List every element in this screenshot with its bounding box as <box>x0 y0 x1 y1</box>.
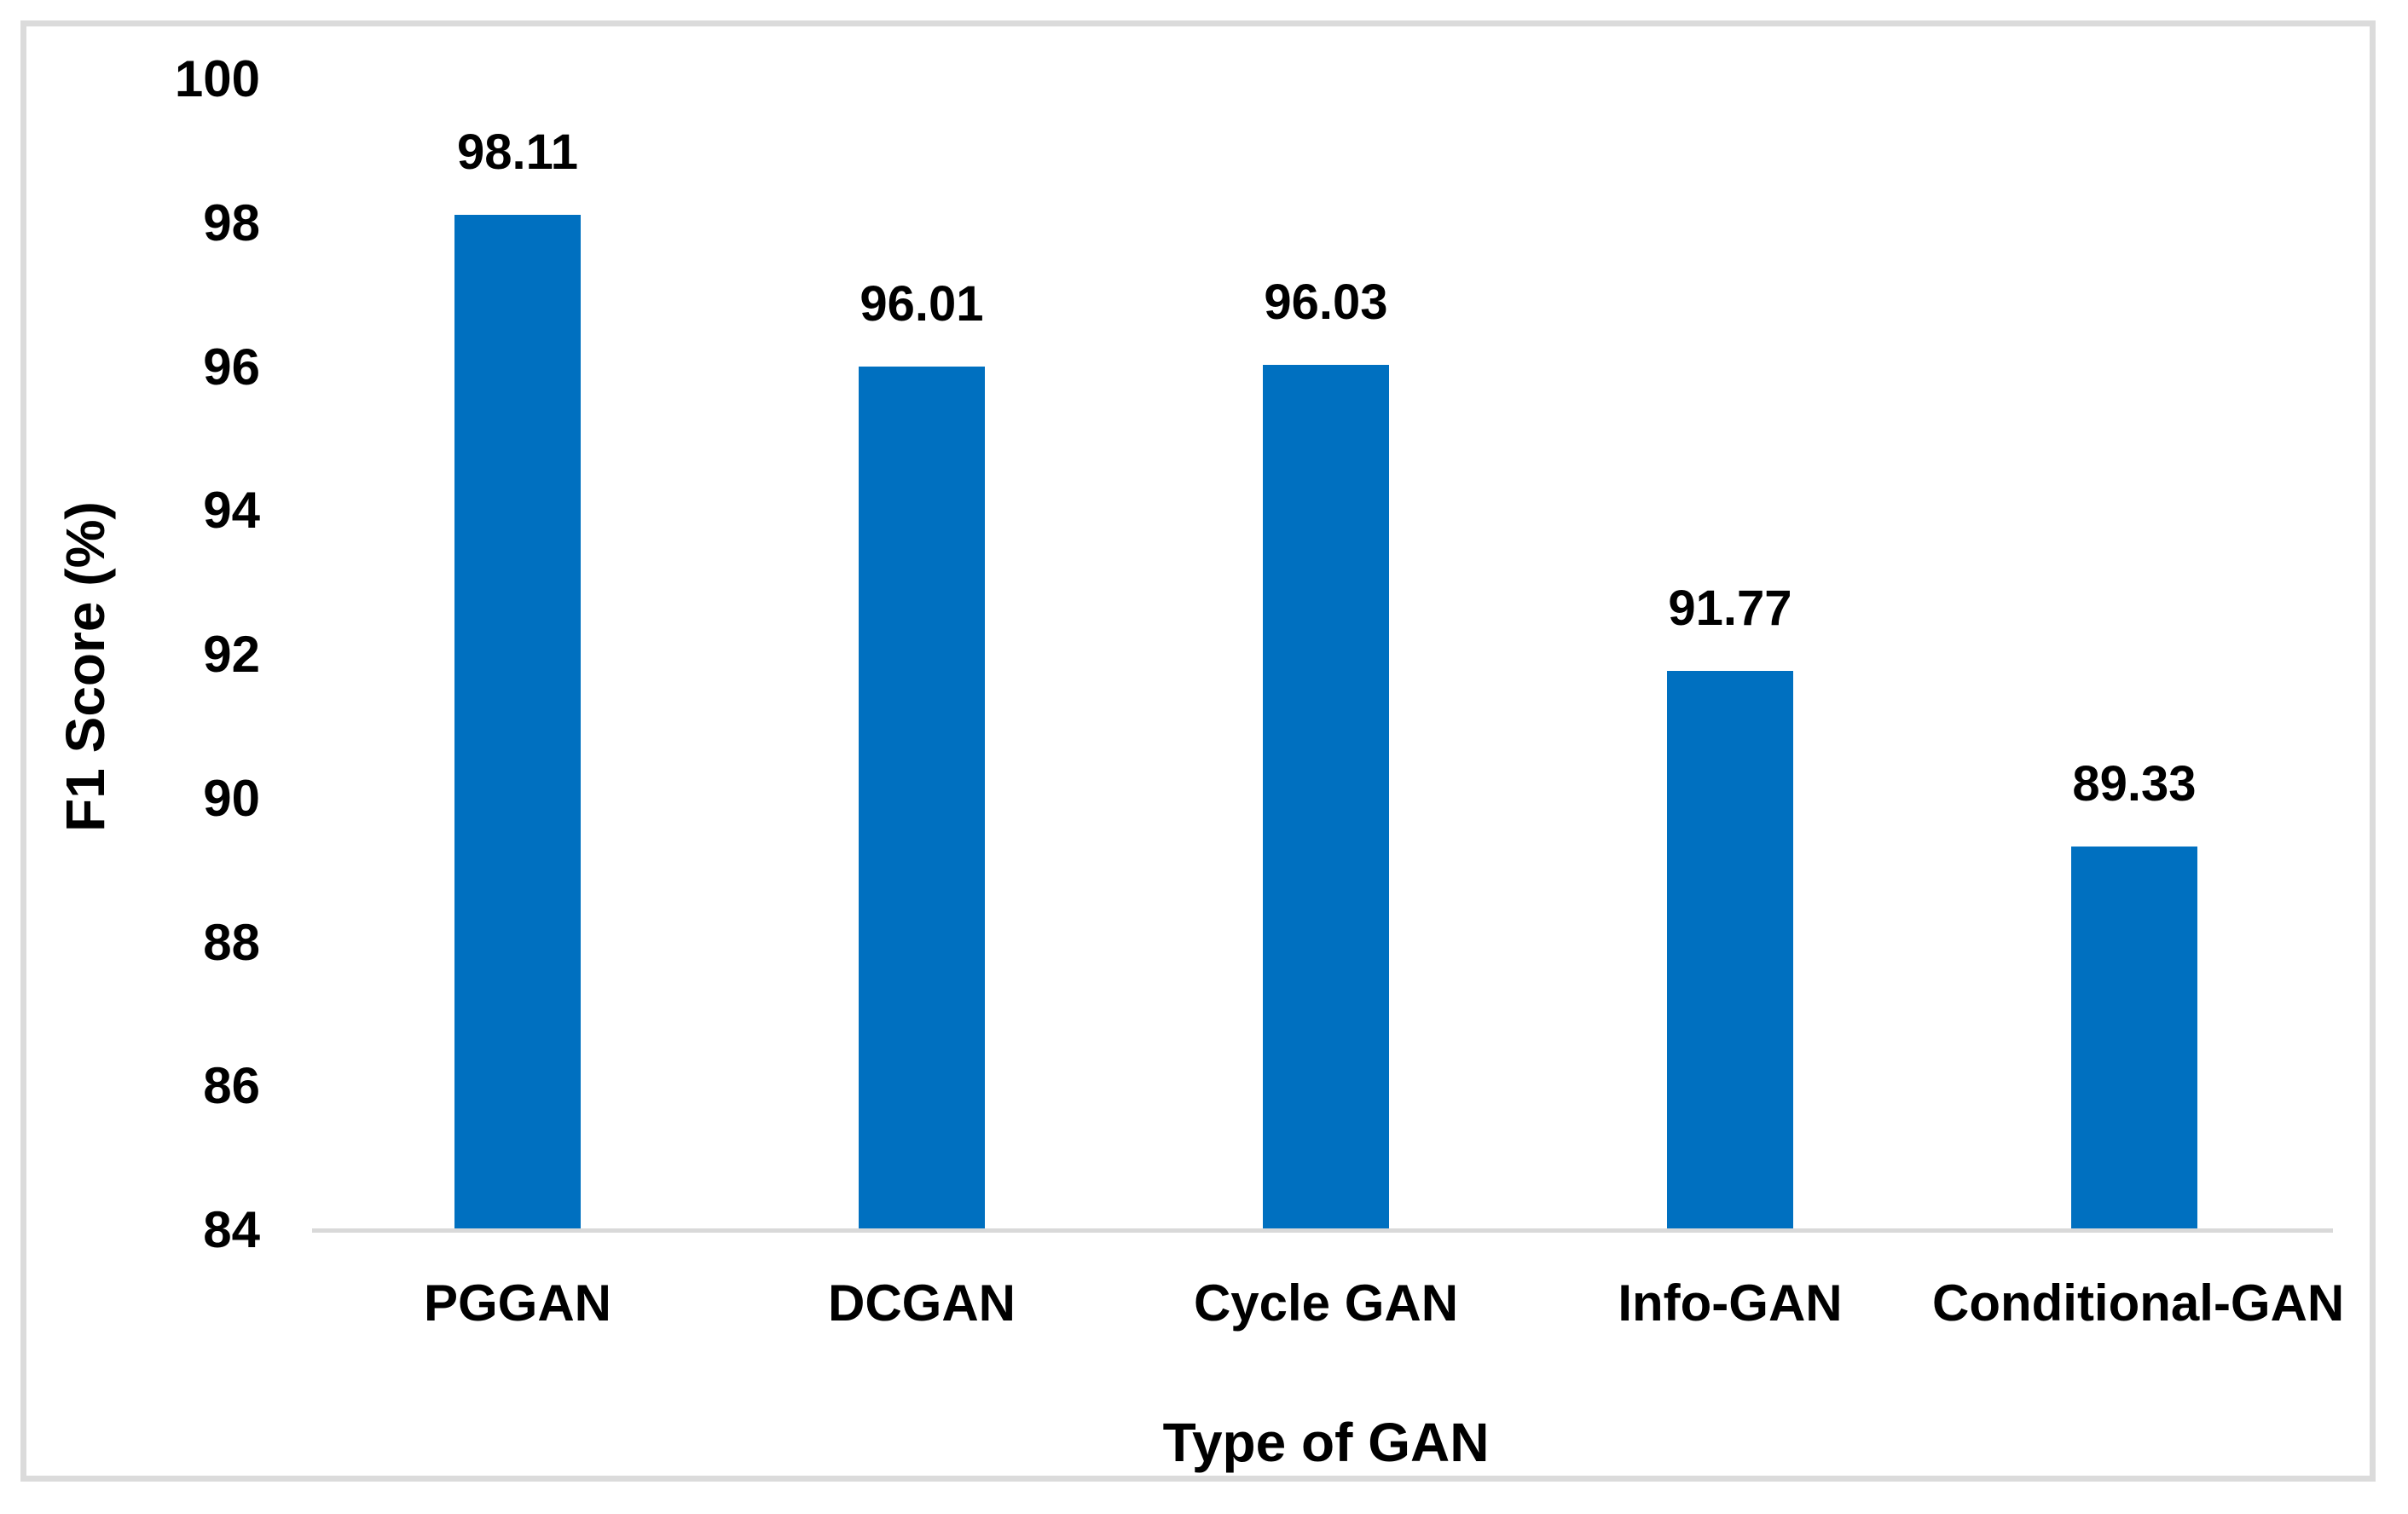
bar-value-label: 96.01 <box>860 275 984 332</box>
bar-conditional-gan <box>2071 847 2197 1228</box>
bar-info-gan <box>1667 671 1793 1228</box>
y-tick-label: 98 <box>203 194 260 251</box>
bar-value-label: 96.03 <box>1264 274 1388 330</box>
y-tick-label: 96 <box>203 338 260 396</box>
bar-cycle-gan <box>1263 364 1389 1228</box>
bar-value-label: 89.33 <box>2072 756 2197 812</box>
bar-value-label: 91.77 <box>1668 581 1792 637</box>
y-tick-label: 88 <box>203 913 260 971</box>
y-tick-label: 100 <box>174 50 260 107</box>
x-category-label: PGGAN <box>423 1274 612 1332</box>
bar-pggan <box>454 215 581 1228</box>
x-category-label: Conditional-GAN <box>1932 1274 2345 1332</box>
x-category-label: DCGAN <box>828 1274 1016 1332</box>
x-axis-title: Type of GAN <box>1162 1412 1490 1473</box>
y-tick-label: 86 <box>203 1057 260 1115</box>
y-tick-label: 92 <box>203 626 260 683</box>
y-tick-label: 94 <box>203 482 260 540</box>
chart-frame <box>20 20 2376 1482</box>
bar-value-label: 98.11 <box>457 124 578 181</box>
x-category-label: Info-GAN <box>1618 1274 1843 1332</box>
y-tick-label: 84 <box>203 1201 260 1258</box>
x-category-label: Cycle GAN <box>1193 1274 1459 1332</box>
y-tick-label: 90 <box>203 769 260 827</box>
x-axis-line <box>312 1228 2333 1233</box>
bar-dcgan <box>859 366 985 1228</box>
